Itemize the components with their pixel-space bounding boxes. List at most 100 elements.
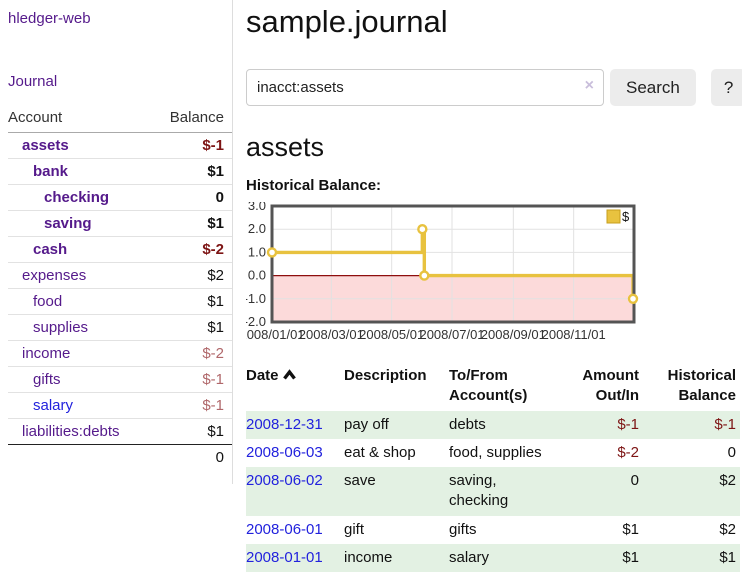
account-name-cell: liabilities:debts <box>8 419 152 445</box>
accounts-header-account: Account <box>8 106 152 133</box>
transaction-date-link[interactable]: 2008-12-31 <box>246 415 323 433</box>
account-name-cell: income <box>8 340 152 367</box>
account-row: gifts $-1 <box>8 366 232 393</box>
account-name-cell: salary <box>8 392 152 419</box>
register-body: 2008-12-31 pay off debts $-1 $-1 2008-06-03 ea… <box>246 410 740 572</box>
transaction-date-link[interactable]: 2008-01-01 <box>246 548 323 566</box>
transaction-row: 2008-06-02 save saving, checking 0 $2 <box>246 467 740 516</box>
account-link-income[interactable]: income <box>22 345 71 362</box>
transaction-date-cell: 2008-12-31 <box>246 411 344 439</box>
register-header-accounts: To/From Account(s) <box>449 367 528 405</box>
account-name-cell: bank <box>8 158 152 185</box>
transaction-date-link[interactable]: 2008-06-02 <box>246 472 323 489</box>
account-balance: $2 <box>151 262 232 289</box>
account-link-gifts[interactable]: gifts <box>33 371 61 388</box>
clear-search-icon[interactable]: × <box>584 77 594 94</box>
account-link-liabilities-debts[interactable]: liabilities:debts <box>22 423 120 440</box>
legend-label: $ <box>622 209 630 224</box>
transaction-description: eat & shop <box>344 443 416 461</box>
transaction-balance: $1 <box>719 548 736 566</box>
transaction-accounts: salary <box>449 548 490 566</box>
account-row: supplies $1 <box>8 314 232 341</box>
account-link-assets[interactable]: assets <box>22 137 69 154</box>
sidebar-item-journal[interactable]: Journal <box>8 73 58 90</box>
accounts-table: Account Balance assets $-1 bank $1 checking 0… <box>8 106 232 470</box>
search-button[interactable]: Search <box>610 69 696 106</box>
transaction-date-link[interactable]: 2008-06-01 <box>246 520 323 538</box>
x-tick-label: 2008/11/01 <box>542 327 606 342</box>
historical-balance-label: Historical Balance: <box>246 177 382 194</box>
transaction-description: pay off <box>344 415 389 433</box>
account-link-cash[interactable]: cash <box>33 241 68 258</box>
account-row: assets $-1 <box>8 132 232 159</box>
register-header-description: Description <box>344 367 427 384</box>
account-balance: $1 <box>151 158 232 185</box>
transaction-accounts: food, supplies <box>449 443 542 461</box>
account-balance: $1 <box>151 288 232 315</box>
account-row: food $1 <box>8 288 232 315</box>
account-name-cell: gifts <box>8 366 152 393</box>
transaction-date-link[interactable]: 2008-06-03 <box>246 443 323 461</box>
register-header-row: Date Description To/From Account(s) Amou… <box>246 364 740 411</box>
account-balance: $1 <box>151 314 232 341</box>
plot-border <box>270 204 636 324</box>
account-balance: 0 <box>151 184 232 211</box>
account-balance: $1 <box>207 423 224 440</box>
transaction-date-cell: 2008-06-01 <box>246 516 344 544</box>
app-title-link[interactable]: hledger-web <box>8 10 91 27</box>
register-header-date: Date <box>246 367 279 384</box>
account-balance: $-1 <box>151 392 232 419</box>
accounts-header-row: Account Balance <box>8 106 232 133</box>
register-table: Date Description To/From Account(s) Amou… <box>246 364 740 572</box>
account-link-expenses[interactable]: expenses <box>22 267 87 284</box>
transaction-amount: $-2 <box>617 443 639 461</box>
sort-asc-icon <box>282 369 296 380</box>
account-row: income $-2 <box>8 340 232 367</box>
account-name-cell: cash <box>8 236 152 263</box>
register-header-balance: Historical Balance <box>667 367 736 405</box>
transaction-row: 2008-06-01 gift gifts $1 $2 <box>246 516 740 544</box>
account-balance: $-2 <box>151 236 232 263</box>
account-name-cell: expenses <box>8 262 152 289</box>
sidebar: hledger-web Journal Account Balance asse… <box>0 0 233 484</box>
account-row: bank $1 <box>8 158 232 185</box>
account-link-saving[interactable]: saving <box>44 215 92 232</box>
accounts-header-balance: Balance <box>151 106 232 133</box>
transaction-date-cell: 2008-01-01 <box>246 544 344 572</box>
main-content: sample.journal × Search ? assets Histori… <box>233 0 742 572</box>
x-tick-label: 2008/09/01 <box>481 327 546 342</box>
data-point-marker <box>417 224 428 235</box>
sort-by-date-button[interactable]: Date <box>246 367 297 384</box>
account-name-cell: food <box>8 288 152 315</box>
sidebar-accounts-body: assets $-1 bank $1 checking 0 saving $1 cash $-2 e… <box>8 132 232 445</box>
search-input[interactable] <box>246 69 604 106</box>
account-row: salary $-1 <box>8 392 232 419</box>
spacer-cell <box>8 444 152 470</box>
transaction-balance: 0 <box>727 443 736 461</box>
page-title: sample.journal <box>246 4 448 39</box>
account-link-bank[interactable]: bank <box>33 163 69 180</box>
account-link-food[interactable]: food <box>33 293 63 310</box>
y-tick-label: 0.0 <box>248 268 266 283</box>
x-tick-label: 2008/07/01 <box>419 327 484 342</box>
y-tick-label: 2.0 <box>248 221 266 236</box>
transaction-description: income <box>344 548 393 566</box>
help-button[interactable]: ? <box>710 69 742 106</box>
y-tick-label: 1.0 <box>248 244 266 259</box>
data-point-marker <box>627 293 639 305</box>
balance-chart[interactable]: $3.0 2.0 1.0 0.0 -1.0 -2.02008/01/012008/03/0… <box>246 202 742 344</box>
account-row: cash $-2 <box>8 236 232 263</box>
accounts-total-row: 0 <box>8 444 232 470</box>
account-row: liabilities:debts $1 <box>8 419 232 445</box>
account-link-supplies[interactable]: supplies <box>33 319 89 336</box>
transaction-description: save <box>344 472 376 489</box>
account-link-checking[interactable]: checking <box>44 189 110 206</box>
account-balance: $-1 <box>151 132 232 159</box>
y-tick-label: -1.0 <box>246 291 266 306</box>
data-point-marker <box>266 247 278 258</box>
transaction-row: 2008-12-31 pay off debts $-1 $-1 <box>246 410 740 439</box>
account-row: expenses $2 <box>8 262 232 289</box>
transaction-balance: $2 <box>719 520 736 538</box>
account-link-salary[interactable]: salary <box>33 397 74 414</box>
